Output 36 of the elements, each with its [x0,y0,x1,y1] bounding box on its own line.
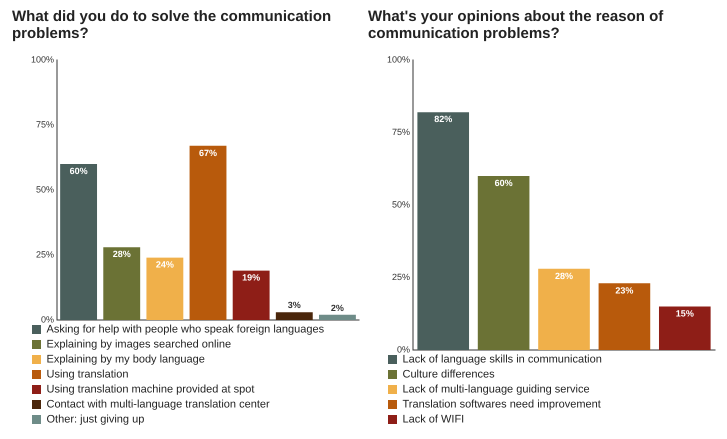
y-tick-label: 50% [36,184,54,194]
data-label: 23% [615,285,634,296]
legend-label: Lack of language skills in communication [402,354,602,366]
y-tick-label: 25% [36,249,54,260]
chart-title: What's your opinions about the reason of communication problems? [367,8,664,44]
y-tick-label: 0% [397,344,410,354]
legend-label: Culture differences [402,368,496,381]
legend-label: Other: just giving up [46,414,144,426]
legend-label: Lack of WIFI [402,414,464,426]
data-label: 24% [156,260,174,270]
data-label: 28% [112,249,131,260]
y-tick-label: 100% [386,54,410,64]
data-label: 2% [330,302,344,313]
legend-label: Explaining by images searched online [46,338,232,351]
data-label: 82% [434,114,452,124]
data-label: 19% [242,272,260,283]
data-label: 3% [288,300,301,310]
y-tick-label: 50% [392,199,410,210]
data-label: 60% [494,178,513,188]
y-tick-label: 0% [41,314,54,324]
data-label: 15% [676,308,694,318]
chart-title: What did you do to solve the communication problems? [11,8,332,44]
y-tick-label: 75% [36,119,54,130]
legend-label: Using translation [46,368,128,381]
y-tick-label: 75% [392,126,410,137]
y-tick-label: 25% [392,272,410,282]
data-label: 67% [199,148,218,158]
data-label: 28% [555,270,574,281]
legend-label: Lack of multi-language guiding service [402,384,590,396]
legend-label: Explaining by my body language [46,354,205,366]
legend-label: Asking for help with people who speak foreign languages [46,324,325,336]
data-label: 60% [70,166,88,176]
legend-label: Translation softwares need improvement [402,398,601,411]
legend-label: Using translation machine provided at spot [46,384,254,396]
legend-label: Contact with multi-language translation center [46,398,270,411]
y-tick-label: 100% [30,54,54,64]
